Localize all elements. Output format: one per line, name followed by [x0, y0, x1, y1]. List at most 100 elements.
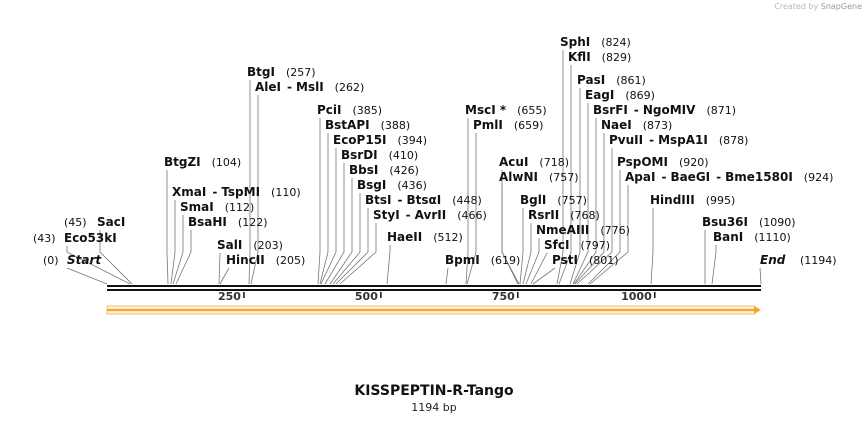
site-bstapi[interactable]: BstAPI (388) [325, 118, 410, 132]
site-kfli[interactable]: KflI (829) [568, 50, 631, 64]
site-position: (448) [452, 194, 482, 207]
site-eco53ki[interactable]: (43) Eco53kI [33, 231, 117, 245]
site-hincii[interactable]: HincII (205) [226, 253, 305, 267]
leader-ecop15i [320, 148, 337, 285]
site-styi[interactable]: StyI - AvrII (466) [373, 208, 487, 222]
site-position: (776) [600, 224, 630, 237]
site-position: (388) [381, 119, 411, 132]
site-pspomi[interactable]: PspOMI (920) [617, 155, 709, 169]
site-sfci[interactable]: SfcI (797) [544, 238, 610, 252]
site-apai[interactable]: ApaI - BaeGI - Bme1580I (924) [625, 170, 833, 184]
site-bsrdi[interactable]: BsrDI (410) [341, 148, 418, 162]
leader-pmli [466, 133, 477, 285]
site-position: (797) [580, 239, 610, 252]
site-name-separator: - [649, 133, 654, 147]
leader-sphi [556, 50, 564, 285]
site-name: EagI [585, 88, 614, 102]
leader-msci [465, 118, 469, 285]
site-position: (410) [389, 149, 419, 162]
site-pcii[interactable]: PciI (385) [317, 103, 382, 117]
site-msci[interactable]: MscI * (655) [465, 103, 547, 117]
site-acui[interactable]: AcuI (718) [499, 155, 569, 169]
site-position: (436) [397, 179, 427, 192]
site-psti[interactable]: PstI (801) [552, 253, 619, 267]
site-alei[interactable]: AleI - MslI (262) [255, 80, 364, 94]
site-smai[interactable]: SmaI (112) [180, 200, 254, 214]
leader-bsrfi [573, 118, 597, 285]
site-position: (262) [335, 81, 365, 94]
site-position: (112) [225, 201, 255, 214]
site-naei[interactable]: NaeI (873) [601, 118, 672, 132]
site-bpmi[interactable]: BpmI (619) [445, 253, 520, 267]
site-name-alt: BtsαI [406, 193, 441, 207]
site-name: AlwNI [499, 170, 538, 184]
site-saci[interactable]: (45) SacI [64, 215, 125, 229]
feature-arrow[interactable] [106, 305, 761, 315]
leader-kfli [558, 65, 572, 285]
site-name: BpmI [445, 253, 480, 267]
site-name-separator: - [287, 80, 292, 94]
site-rsrii[interactable]: RsrII (768) [528, 208, 600, 222]
ruler-ticks: 250 500 750 1000 [218, 290, 656, 303]
site-btsi[interactable]: BtsI - BtsαI (448) [365, 193, 482, 207]
leader-sfci [530, 252, 548, 285]
site-name: SmaI [180, 200, 214, 214]
site-end[interactable]: End (1194) [760, 253, 837, 267]
site-name: HaeII [387, 230, 422, 244]
site-position: (122) [238, 216, 268, 229]
site-name: BglI [520, 193, 546, 207]
site-name: Bsu36I [702, 215, 748, 229]
site-hindiii[interactable]: HindIII (995) [650, 193, 735, 207]
site-name: HindIII [650, 193, 695, 207]
site-labels: (0) Start (43) Eco53kI (45) SacI BtgZI (104) Xma… [33, 35, 837, 267]
site-name-alt: BaeGI [670, 170, 710, 184]
site-name: Eco53kI [64, 231, 117, 245]
site-haeii[interactable]: HaeII (512) [387, 230, 463, 244]
site-name: BsgI [357, 178, 386, 192]
site-btgi[interactable]: BtgI (257) [247, 65, 316, 79]
site-pmli[interactable]: PmlI (659) [473, 118, 543, 132]
site-position: (829) [602, 51, 632, 64]
site-bsu36i[interactable]: Bsu36I (1090) [702, 215, 796, 229]
site-start[interactable]: (0) Start [43, 253, 102, 267]
leader-bsgi [332, 193, 361, 285]
leader-pcii [317, 118, 321, 285]
site-name: PspOMI [617, 155, 668, 169]
site-name: AleI [255, 80, 281, 94]
site-ecop15i[interactable]: EcoP15I (394) [333, 133, 427, 147]
site-btgzi[interactable]: BtgZI (104) [164, 155, 241, 169]
site-name-alt: NgoMIV [643, 103, 696, 117]
leader-styi [339, 223, 377, 285]
site-name: SfcI [544, 238, 569, 252]
site-pvuii[interactable]: PvuII - MspA1I (878) [609, 133, 748, 147]
site-alwni[interactable]: AlwNI (757) [499, 170, 579, 184]
site-name-alt: MspA1I [658, 133, 708, 147]
site-bani[interactable]: BanI (1110) [713, 230, 791, 244]
site-bsrfi[interactable]: BsrFI - NgoMIV (871) [593, 103, 736, 117]
site-name-separator: - [716, 170, 721, 184]
snapgene-credit: Created by SnapGene [774, 2, 862, 11]
leader-psti [532, 267, 556, 285]
site-name-separator: - [661, 170, 666, 184]
leader-alwni [501, 185, 520, 285]
site-eagi[interactable]: EagI (869) [585, 88, 655, 102]
site-position: (878) [719, 134, 749, 147]
site-bgli[interactable]: BglI (757) [520, 193, 587, 207]
leader-bani [711, 245, 717, 285]
site-bbsi[interactable]: BbsI (426) [349, 163, 419, 177]
leader-rsrii [522, 223, 532, 285]
site-sphi[interactable]: SphI (824) [560, 35, 631, 49]
site-bsgi[interactable]: BsgI (436) [357, 178, 427, 192]
leader-pasi [569, 88, 581, 285]
site-sali[interactable]: SalI (203) [217, 238, 283, 252]
site-name: PstI [552, 253, 578, 267]
site-position: (1090) [759, 216, 796, 229]
site-xmai[interactable]: XmaI - TspMI (110) [172, 185, 301, 199]
site-position: (757) [557, 194, 587, 207]
site-pasi[interactable]: PasI (861) [577, 73, 646, 87]
site-bsahi[interactable]: BsaHI (122) [188, 215, 268, 229]
site-nmeaiii[interactable]: NmeAIII (776) [536, 223, 630, 237]
leader-bsahi [175, 230, 192, 285]
leader-haeii [386, 245, 391, 285]
